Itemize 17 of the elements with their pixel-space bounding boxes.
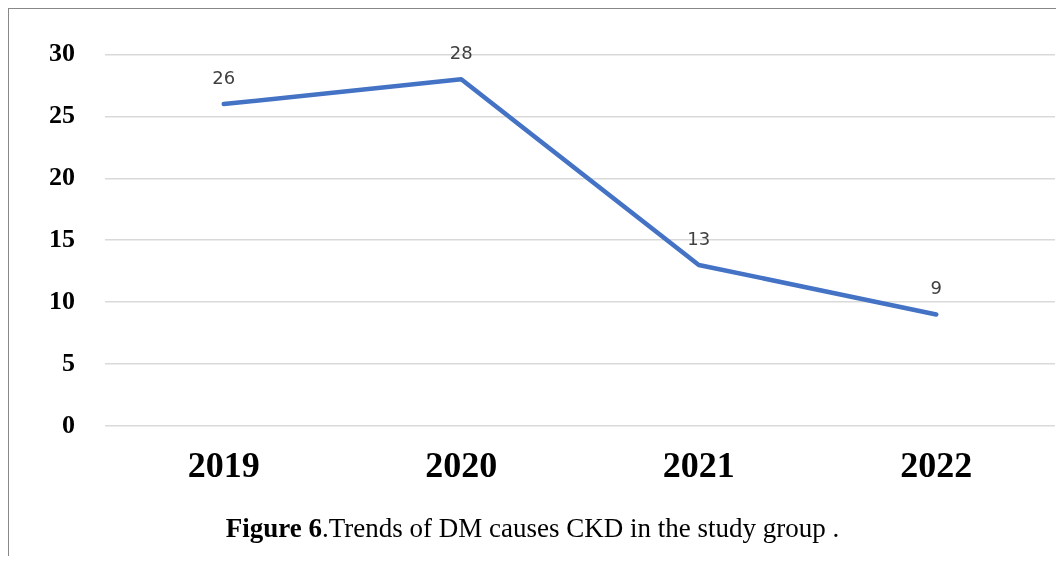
data-label: 9 xyxy=(930,277,942,299)
data-label: 13 xyxy=(687,227,711,249)
y-tick-label: 0 xyxy=(62,409,75,439)
x-tick-label: 2020 xyxy=(425,444,498,485)
y-tick-label: 25 xyxy=(49,100,75,130)
data-label: 26 xyxy=(212,66,236,88)
y-tick-label: 30 xyxy=(49,38,75,68)
data-label: 28 xyxy=(449,42,473,64)
text: .Trends of DM causes CKD in the study group . xyxy=(322,513,840,543)
x-tick-label: 2022 xyxy=(900,444,973,485)
y-tick-label: 10 xyxy=(49,285,75,315)
y-tick-label: 15 xyxy=(49,223,75,253)
y-tick-label: 5 xyxy=(62,347,75,377)
x-tick-label: 2021 xyxy=(662,444,735,485)
x-tick-label: 2019 xyxy=(187,444,260,485)
y-tick-label: 20 xyxy=(49,162,75,192)
caption: Figure 6 xyxy=(225,513,322,543)
